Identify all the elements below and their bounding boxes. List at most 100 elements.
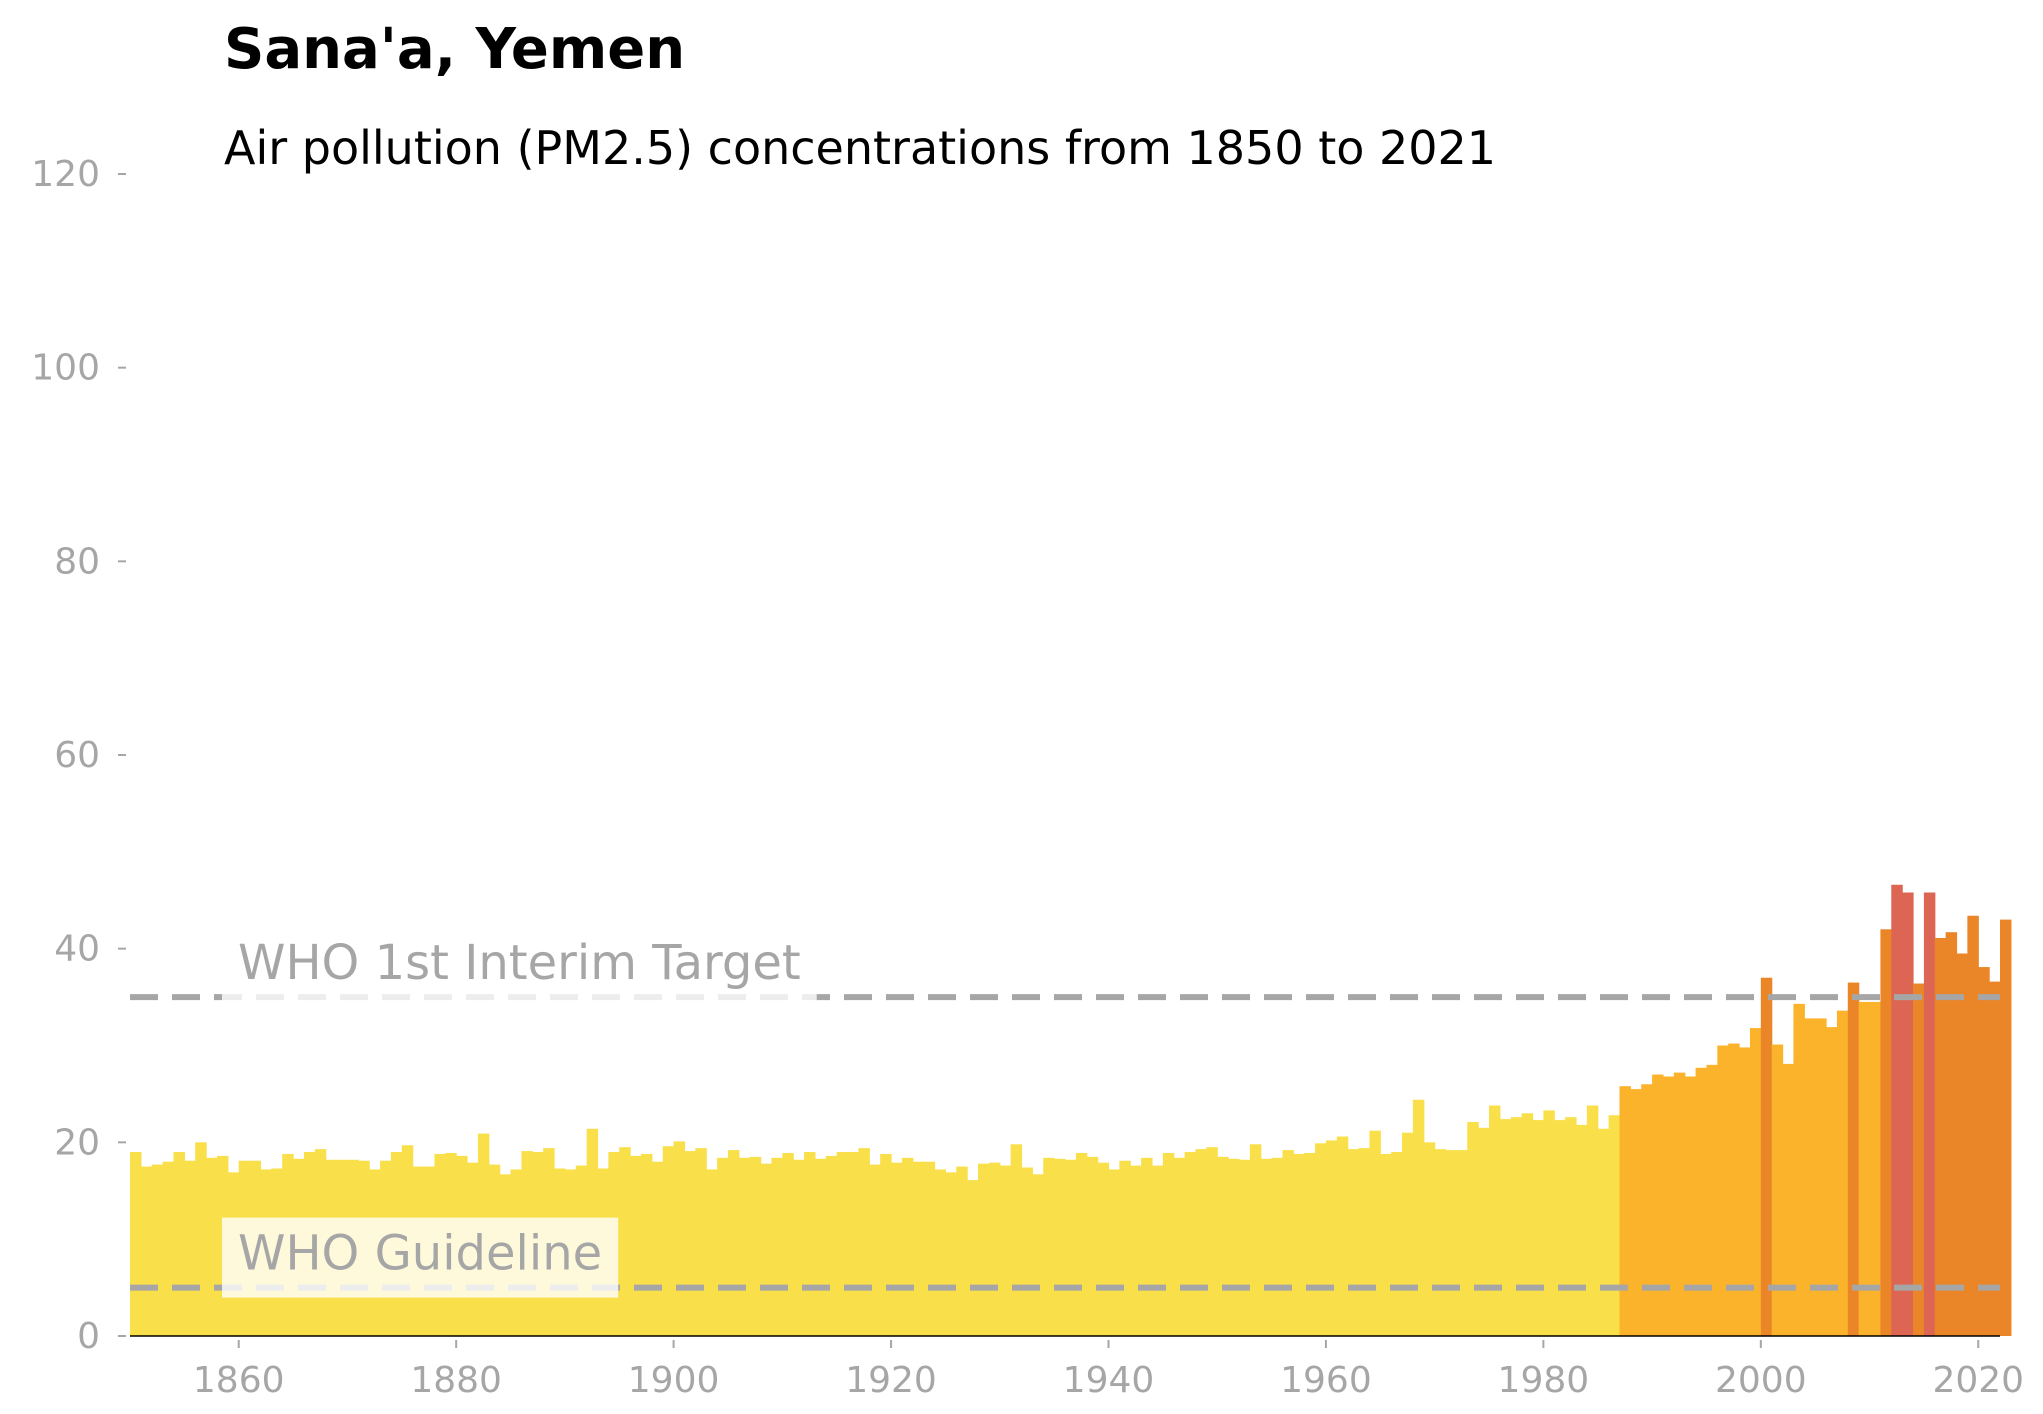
bar-1993 [1684, 1076, 1697, 1336]
x-tick-label: 1960 [1280, 1360, 1372, 1401]
bar-1924 [934, 1169, 946, 1336]
bar-1936 [1065, 1159, 1077, 1336]
bar-1990 [1652, 1074, 1664, 1336]
bar-1909 [771, 1157, 783, 1336]
bar-1899 [662, 1146, 675, 1336]
bar-1854 [173, 1152, 185, 1336]
bar-1949 [1206, 1147, 1218, 1336]
bar-1939 [1097, 1162, 1110, 1336]
bar-1962 [1347, 1149, 1360, 1336]
bar-1912 [804, 1152, 816, 1336]
bar-1997 [1728, 1043, 1740, 1336]
bar-1934 [1043, 1157, 1055, 1336]
bar-1897 [640, 1153, 653, 1336]
bar-1914 [825, 1155, 838, 1336]
bar-1931 [1010, 1144, 1023, 1336]
bar-1926 [956, 1166, 968, 1336]
bar-1986 [1608, 1115, 1621, 1336]
bar-1955 [1271, 1157, 1284, 1336]
bar-2013 [1902, 892, 1914, 1336]
bar-2003 [1793, 1003, 1805, 1336]
bar-1923 [923, 1161, 936, 1336]
bar-1947 [1184, 1152, 1197, 1336]
bar-1961 [1336, 1136, 1349, 1336]
bar-1941 [1119, 1160, 1131, 1336]
bar-1953 [1249, 1144, 1262, 1336]
bar-2006 [1826, 1027, 1838, 1336]
bar-1948 [1195, 1149, 1207, 1336]
bar-1998 [1739, 1047, 1751, 1336]
bar-1922 [912, 1161, 925, 1336]
bar-1905 [727, 1150, 740, 1336]
bar-1853 [162, 1161, 175, 1336]
bar-1902 [695, 1148, 707, 1336]
bar-1940 [1108, 1169, 1120, 1336]
bar-1911 [793, 1159, 805, 1336]
x-tick-label: 2020 [1932, 1360, 2024, 1401]
bar-1982 [1565, 1117, 1577, 1336]
bar-2007 [1836, 1010, 1849, 1336]
y-tick-label: 0 [77, 1316, 100, 1357]
bar-1999 [1749, 1028, 1762, 1336]
bar-1930 [999, 1165, 1012, 1336]
bar-1996 [1717, 1045, 1729, 1336]
bar-1958 [1304, 1152, 1316, 1336]
bar-2009 [1858, 1001, 1871, 1336]
x-tick-label: 1860 [193, 1360, 285, 1401]
bar-1925 [945, 1172, 957, 1336]
bar-1971 [1445, 1150, 1457, 1336]
bar-1967 [1402, 1132, 1414, 1336]
bar-1952 [1238, 1159, 1251, 1336]
bar-2001 [1771, 1044, 1784, 1336]
bar-1960 [1325, 1140, 1338, 1336]
reference-label-background [222, 1217, 619, 1298]
axes-group: 0 20 40 60 80 100 120 1860 1880 1900 1920 1940 1960 1… [31, 154, 2024, 1401]
bar-2018 [1956, 953, 1968, 1336]
bar-1956 [1282, 1150, 1294, 1336]
bar-1978 [1521, 1113, 1534, 1336]
bar-1896 [630, 1155, 642, 1336]
bar-2005 [1815, 1018, 1827, 1336]
bar-1895 [619, 1147, 631, 1336]
bar-1983 [1575, 1124, 1588, 1336]
bar-1932 [1021, 1167, 1033, 1336]
bar-1918 [869, 1164, 881, 1336]
reference-label-1: WHO Guideline [238, 1226, 602, 1282]
x-tick-label: 1880 [410, 1360, 502, 1401]
bar-1850 [130, 1152, 142, 1336]
bar-1913 [814, 1158, 827, 1336]
y-tick-label: 100 [31, 348, 100, 389]
bar-1969 [1423, 1142, 1436, 1336]
bar-1898 [651, 1161, 664, 1336]
bar-1959 [1315, 1143, 1327, 1336]
bar-1933 [1032, 1174, 1044, 1336]
bar-1991 [1662, 1076, 1675, 1336]
bar-1855 [184, 1160, 196, 1336]
chart-subtitle: Air pollution (PM2.5) concentrations fro… [224, 121, 1496, 175]
bar-1963 [1358, 1148, 1371, 1336]
bar-1928 [978, 1163, 990, 1336]
bar-1907 [749, 1156, 762, 1336]
x-tick-label: 2000 [1715, 1360, 1807, 1401]
bar-1929 [988, 1162, 1001, 1336]
bar-1977 [1510, 1117, 1523, 1336]
bar-1915 [836, 1152, 849, 1336]
bar-1970 [1434, 1149, 1447, 1336]
bar-1943 [1141, 1157, 1153, 1336]
bar-1906 [738, 1157, 751, 1336]
bar-1972 [1456, 1150, 1468, 1336]
bar-1908 [760, 1163, 773, 1336]
bar-1992 [1673, 1072, 1686, 1336]
bar-2012 [1891, 884, 1903, 1336]
bar-1994 [1695, 1067, 1708, 1336]
bar-1957 [1293, 1153, 1305, 1336]
bar-2014 [1913, 983, 1925, 1336]
chart-title: Sana'a, Yemen [224, 17, 685, 82]
bar-1857 [206, 1157, 218, 1336]
bar-1980 [1543, 1110, 1555, 1336]
bar-1900 [673, 1141, 686, 1336]
bar-1984 [1586, 1105, 1599, 1336]
bar-1973 [1467, 1122, 1479, 1336]
bar-1942 [1130, 1165, 1142, 1336]
